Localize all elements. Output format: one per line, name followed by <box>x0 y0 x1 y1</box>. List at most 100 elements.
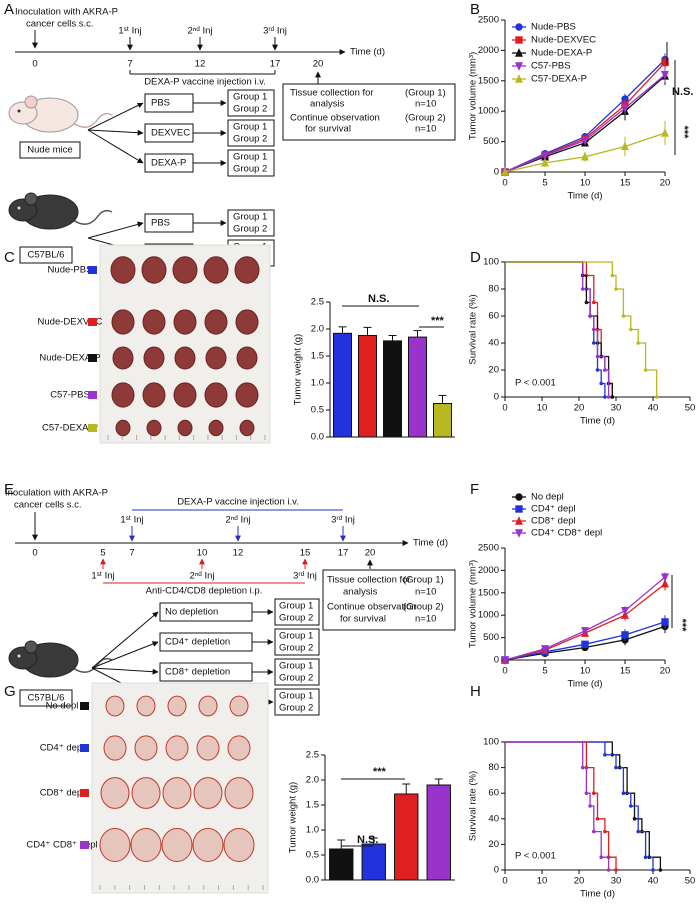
arrow <box>91 667 159 675</box>
label: Group 1 <box>279 691 313 702</box>
mouse-label-box <box>19 246 73 264</box>
tumor <box>192 828 224 862</box>
marker <box>541 151 549 161</box>
label: 3ʳᵈ Inj <box>263 26 287 37</box>
label: n=10 <box>415 124 436 135</box>
panel-letter: F <box>470 481 479 498</box>
label: (Group 1) <box>405 88 446 99</box>
marker <box>581 151 589 161</box>
legend-swatch <box>80 702 89 710</box>
legend-marker <box>515 62 523 71</box>
legend-marker <box>515 505 523 513</box>
tumor <box>204 309 228 335</box>
censor-dot <box>584 791 589 795</box>
tumor <box>193 777 223 809</box>
label: Inoculation with AKRA-P <box>15 7 118 18</box>
label: 3ʳᵈ Inj <box>331 515 355 526</box>
censor-dot <box>643 855 648 859</box>
label: Group 2 <box>233 134 267 145</box>
tumor <box>130 828 162 862</box>
tumor <box>111 309 135 335</box>
tumor <box>177 419 193 437</box>
panel-letter: G <box>4 683 16 700</box>
legend-marker <box>515 74 523 83</box>
censor-dot <box>592 791 596 795</box>
label: Time (d) <box>413 538 448 549</box>
bar <box>394 793 419 881</box>
tumor <box>204 382 228 408</box>
x-tick-label: 0 <box>502 178 507 189</box>
label: (Group 1) <box>403 575 444 586</box>
tumor <box>173 309 197 335</box>
marker <box>581 640 589 649</box>
label: cancer cells s.c. <box>26 19 94 30</box>
y-tick-label: 0.0 <box>306 875 319 886</box>
label: Group 2 <box>279 673 313 684</box>
panel-letter: H <box>470 683 481 700</box>
tumor <box>205 346 227 370</box>
label: 20 <box>365 548 376 559</box>
legend-marker <box>515 36 523 44</box>
censor-dot <box>651 868 655 872</box>
label: 2ⁿᵈ Inj <box>225 515 250 526</box>
mouse-eye <box>17 654 21 658</box>
legend-swatch <box>88 354 97 362</box>
mouse-ear <box>24 640 38 654</box>
legend-label: Nude-DEXVEC <box>531 35 596 46</box>
tumor <box>111 382 135 408</box>
tumor <box>146 419 162 437</box>
label: Group 1 <box>233 152 267 163</box>
arrow <box>87 129 144 164</box>
censor-dot <box>643 368 648 372</box>
bar <box>329 848 354 881</box>
group-box <box>227 149 275 177</box>
label: PBS <box>151 218 170 229</box>
y-tick-label: 1500 <box>478 587 499 598</box>
label: DEXA-P vaccine injection i.v. <box>144 77 266 88</box>
mouse-label-box <box>19 141 81 159</box>
marker <box>661 578 669 588</box>
outcome-box <box>322 569 456 631</box>
tumor <box>161 828 193 862</box>
tumor <box>142 382 166 408</box>
marker <box>501 167 509 176</box>
label: 1ˢᵗ Inj <box>91 571 114 582</box>
tumor <box>227 735 251 761</box>
label: n=10 <box>415 99 436 110</box>
legend-label: Nude-PBS <box>48 265 93 276</box>
y-tick-label: 60 <box>488 311 499 322</box>
x-tick-label: 0 <box>502 876 507 887</box>
legend-label: CD4⁺ CD8⁺ depl <box>26 840 97 851</box>
x-axis-label: Time (d) <box>567 191 602 202</box>
label: 12 <box>233 548 244 559</box>
tumor <box>173 382 197 408</box>
label: for survival <box>305 124 351 135</box>
group-box <box>274 628 320 656</box>
x-tick-label: 20 <box>574 876 585 887</box>
survival-curve <box>505 741 654 870</box>
label: (Group 2) <box>403 602 444 613</box>
label: n=10 <box>415 587 436 598</box>
legend-label: No depl <box>531 492 564 503</box>
x-tick-label: 10 <box>580 178 591 189</box>
y-tick-label: 80 <box>488 284 499 295</box>
tumor <box>115 419 131 437</box>
censor-dot <box>606 868 611 872</box>
legend-marker <box>515 516 523 525</box>
x-tick-label: 40 <box>648 876 659 887</box>
censor-dot <box>629 327 633 332</box>
group-box <box>274 658 320 686</box>
label: Group 1 <box>233 122 267 133</box>
arrow <box>87 102 144 131</box>
group-box <box>274 598 320 626</box>
annotation: P < 0.001 <box>515 378 556 389</box>
mouse-tail <box>72 209 113 225</box>
annotation: *** <box>373 766 387 778</box>
x-tick-label: 30 <box>611 403 622 414</box>
y-tick-label: 2500 <box>478 543 499 554</box>
x-tick-label: 5 <box>542 178 547 189</box>
x-tick-label: 20 <box>660 666 671 677</box>
censor-dot <box>621 314 626 318</box>
